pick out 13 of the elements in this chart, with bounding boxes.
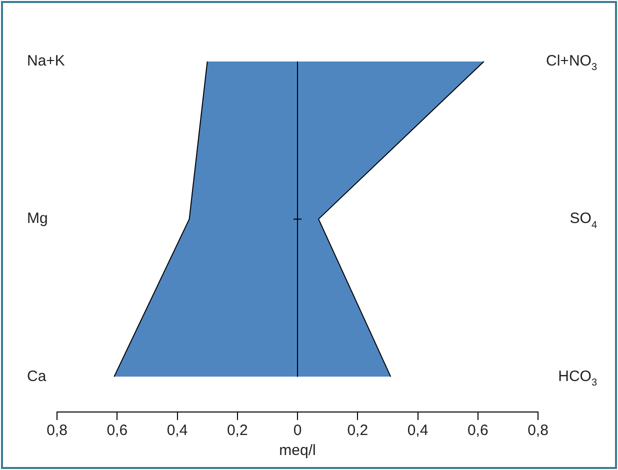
x-tick-label: 0,6 (106, 422, 128, 440)
y-tick-label: Ca (27, 368, 47, 385)
y-tick-label: Mg (27, 210, 48, 228)
x-tick-label: 0,8 (46, 422, 68, 440)
x-tick-label: 0,4 (166, 422, 188, 440)
x-tick-label: 0,6 (467, 422, 488, 440)
y-tick-label: Na+K (27, 52, 65, 70)
x-axis-title: meq/l (279, 442, 316, 460)
x-tick-label: 0,4 (407, 422, 428, 440)
x-tick-label: 0,2 (226, 422, 248, 440)
x-tick-label: 0,8 (528, 422, 548, 440)
x-tick-label: 0 (293, 422, 302, 440)
x-tick-label: 0,2 (347, 422, 368, 440)
